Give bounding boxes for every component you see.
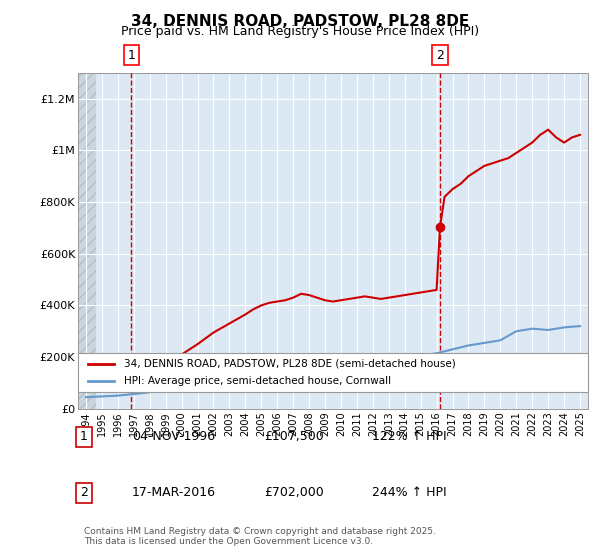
Text: 2: 2 — [80, 486, 88, 500]
Text: 04-NOV-1996: 04-NOV-1996 — [132, 430, 215, 444]
Text: £702,000: £702,000 — [264, 486, 324, 500]
Text: Contains HM Land Registry data © Crown copyright and database right 2025.
This d: Contains HM Land Registry data © Crown c… — [84, 526, 436, 546]
Bar — [78, 73, 95, 409]
FancyBboxPatch shape — [78, 353, 588, 392]
Text: 1: 1 — [80, 430, 88, 444]
Text: 34, DENNIS ROAD, PADSTOW, PL28 8DE: 34, DENNIS ROAD, PADSTOW, PL28 8DE — [131, 14, 469, 29]
Text: 244% ↑ HPI: 244% ↑ HPI — [372, 486, 446, 500]
Text: Price paid vs. HM Land Registry's House Price Index (HPI): Price paid vs. HM Land Registry's House … — [121, 25, 479, 38]
Text: 34, DENNIS ROAD, PADSTOW, PL28 8DE (semi-detached house): 34, DENNIS ROAD, PADSTOW, PL28 8DE (semi… — [124, 359, 455, 369]
Text: HPI: Average price, semi-detached house, Cornwall: HPI: Average price, semi-detached house,… — [124, 376, 391, 386]
Text: 1: 1 — [127, 49, 136, 62]
Text: £107,500: £107,500 — [264, 430, 324, 444]
Text: 17-MAR-2016: 17-MAR-2016 — [132, 486, 216, 500]
Text: 122% ↑ HPI: 122% ↑ HPI — [372, 430, 446, 444]
Text: 2: 2 — [436, 49, 444, 62]
